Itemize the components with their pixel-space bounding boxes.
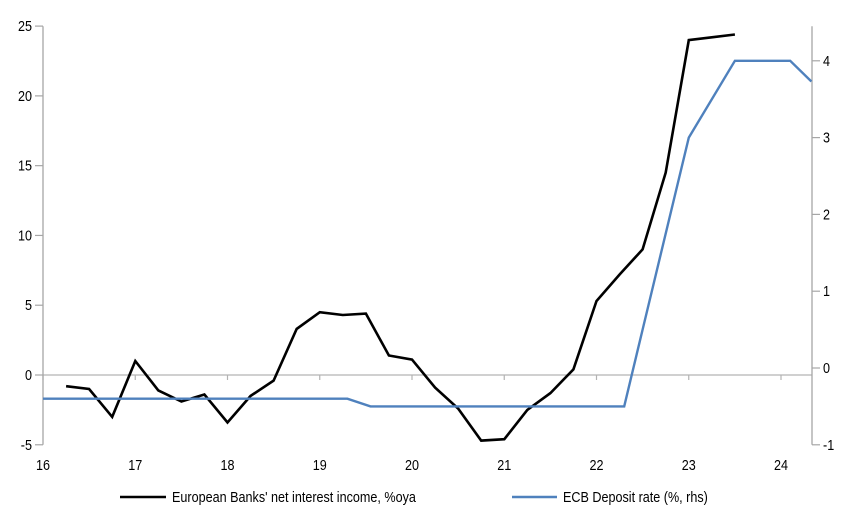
legend-label-ecb: ECB Deposit rate (%, rhs) xyxy=(563,488,708,505)
legend-label-nii: European Banks' net interest income, %oy… xyxy=(172,488,416,505)
left-axis-tick-label: 15 xyxy=(18,157,32,174)
left-axis-tick-label: 5 xyxy=(25,296,32,313)
x-axis-tick-label: 21 xyxy=(497,456,511,473)
left-axis-tick-label: 25 xyxy=(18,17,32,34)
x-axis-tick-label: 22 xyxy=(589,456,603,473)
series-line-nii xyxy=(65,33,736,442)
x-axis-tick-label: 17 xyxy=(128,456,142,473)
left-axis-tick-label: 20 xyxy=(18,87,32,104)
series-line-ecb xyxy=(43,59,813,408)
x-axis-tick-label: 16 xyxy=(36,456,50,473)
left-axis-tick-label: 10 xyxy=(18,226,32,243)
x-axis-tick-label: 18 xyxy=(220,456,234,473)
right-axis-tick-label: 1 xyxy=(823,282,830,299)
legend: European Banks' net interest income, %oy… xyxy=(120,488,708,505)
right-axis-tick-label: 3 xyxy=(823,129,830,146)
left-axis-tick-label: 0 xyxy=(25,366,32,383)
right-axis-tick-label: 2 xyxy=(823,205,830,222)
x-axis-tick-label: 24 xyxy=(774,456,788,473)
left-axis-tick-label: -5 xyxy=(21,436,32,453)
right-axis-tick-label: 4 xyxy=(823,52,830,69)
x-axis-tick-label: 20 xyxy=(405,456,419,473)
x-axis-tick-label: 23 xyxy=(682,456,696,473)
x-axis-tick-label: 19 xyxy=(313,456,327,473)
right-axis-tick-label: -1 xyxy=(823,436,834,453)
right-axis-tick-label: 0 xyxy=(823,359,830,376)
